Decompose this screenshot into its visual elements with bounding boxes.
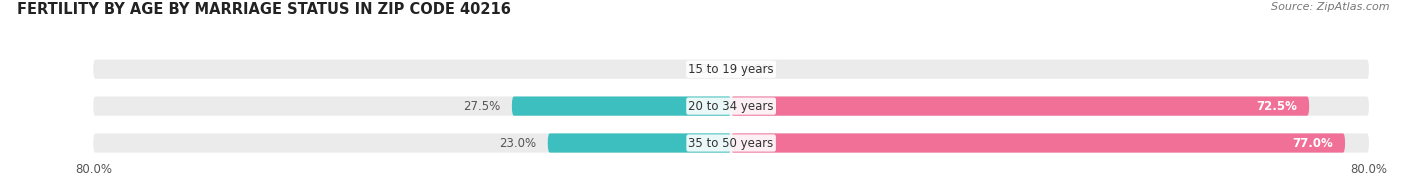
Text: FERTILITY BY AGE BY MARRIAGE STATUS IN ZIP CODE 40216: FERTILITY BY AGE BY MARRIAGE STATUS IN Z… xyxy=(17,2,510,17)
Text: 0.0%: 0.0% xyxy=(744,63,773,76)
Text: 0.0%: 0.0% xyxy=(689,63,718,76)
Text: 72.5%: 72.5% xyxy=(1257,100,1298,113)
Text: 20 to 34 years: 20 to 34 years xyxy=(689,100,773,113)
Legend: Married, Unmarried: Married, Unmarried xyxy=(652,191,810,196)
Text: 23.0%: 23.0% xyxy=(499,136,536,150)
FancyBboxPatch shape xyxy=(93,60,1369,79)
FancyBboxPatch shape xyxy=(512,96,731,116)
FancyBboxPatch shape xyxy=(93,133,1369,153)
Text: 77.0%: 77.0% xyxy=(1292,136,1333,150)
Text: 27.5%: 27.5% xyxy=(463,100,501,113)
FancyBboxPatch shape xyxy=(731,96,1309,116)
FancyBboxPatch shape xyxy=(93,96,1369,116)
FancyBboxPatch shape xyxy=(731,133,1346,153)
Text: Source: ZipAtlas.com: Source: ZipAtlas.com xyxy=(1271,2,1389,12)
Text: 15 to 19 years: 15 to 19 years xyxy=(689,63,773,76)
FancyBboxPatch shape xyxy=(548,133,731,153)
Text: 35 to 50 years: 35 to 50 years xyxy=(689,136,773,150)
